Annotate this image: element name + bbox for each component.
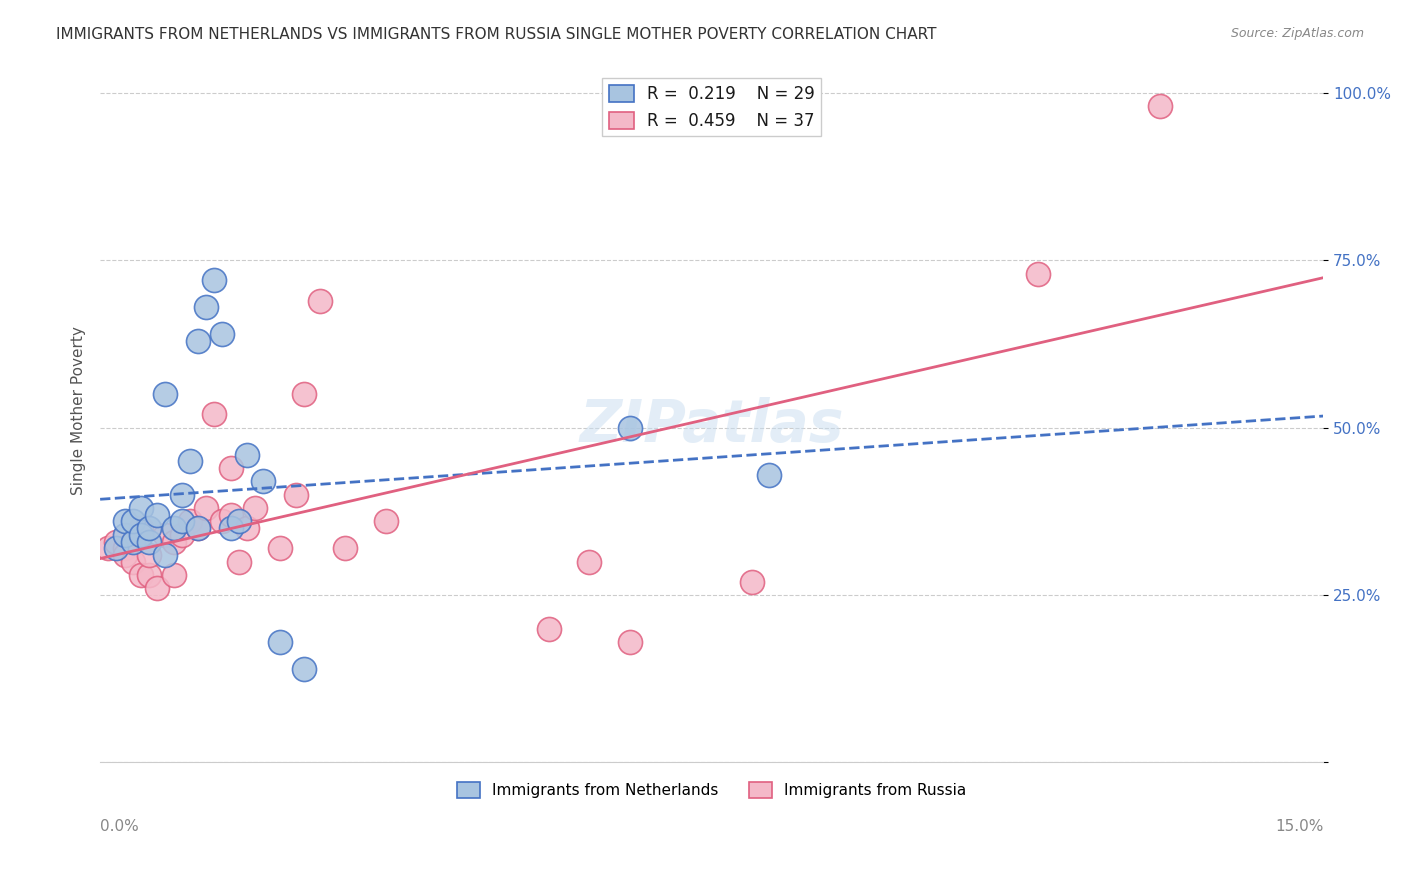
Point bbox=[619, 421, 641, 435]
Point bbox=[187, 334, 209, 348]
Point bbox=[105, 534, 128, 549]
Point bbox=[741, 574, 763, 589]
Point bbox=[105, 541, 128, 556]
Point bbox=[374, 515, 396, 529]
Point bbox=[236, 448, 259, 462]
Point bbox=[138, 568, 160, 582]
Point bbox=[179, 515, 201, 529]
Point bbox=[129, 501, 152, 516]
Text: IMMIGRANTS FROM NETHERLANDS VS IMMIGRANTS FROM RUSSIA SINGLE MOTHER POVERTY CORR: IMMIGRANTS FROM NETHERLANDS VS IMMIGRANT… bbox=[56, 27, 936, 42]
Point bbox=[162, 521, 184, 535]
Point bbox=[1026, 267, 1049, 281]
Point bbox=[138, 521, 160, 535]
Point bbox=[146, 582, 169, 596]
Point bbox=[114, 515, 136, 529]
Point bbox=[1149, 99, 1171, 113]
Point bbox=[758, 467, 780, 482]
Point bbox=[162, 534, 184, 549]
Point bbox=[121, 515, 143, 529]
Legend: Immigrants from Netherlands, Immigrants from Russia: Immigrants from Netherlands, Immigrants … bbox=[451, 776, 973, 804]
Point bbox=[252, 475, 274, 489]
Point bbox=[292, 387, 315, 401]
Point bbox=[292, 662, 315, 676]
Point bbox=[269, 541, 291, 556]
Point bbox=[211, 326, 233, 341]
Text: ZIPatlas: ZIPatlas bbox=[579, 397, 844, 454]
Text: 15.0%: 15.0% bbox=[1275, 819, 1323, 834]
Point bbox=[129, 568, 152, 582]
Point bbox=[146, 508, 169, 522]
Point bbox=[195, 300, 218, 314]
Point bbox=[170, 528, 193, 542]
Point bbox=[219, 461, 242, 475]
Point bbox=[121, 534, 143, 549]
Point bbox=[155, 528, 177, 542]
Point bbox=[121, 555, 143, 569]
Point bbox=[284, 488, 307, 502]
Point bbox=[202, 408, 225, 422]
Point bbox=[202, 273, 225, 287]
Point bbox=[170, 515, 193, 529]
Point bbox=[309, 293, 332, 308]
Point bbox=[187, 521, 209, 535]
Y-axis label: Single Mother Poverty: Single Mother Poverty bbox=[72, 326, 86, 495]
Point bbox=[114, 528, 136, 542]
Point bbox=[129, 521, 152, 535]
Point bbox=[129, 528, 152, 542]
Point bbox=[269, 635, 291, 649]
Point bbox=[537, 622, 560, 636]
Point bbox=[114, 548, 136, 562]
Point bbox=[195, 501, 218, 516]
Point bbox=[179, 454, 201, 468]
Point bbox=[121, 534, 143, 549]
Point bbox=[219, 508, 242, 522]
Point bbox=[187, 521, 209, 535]
Point bbox=[236, 521, 259, 535]
Point bbox=[219, 521, 242, 535]
Point bbox=[619, 635, 641, 649]
Point bbox=[578, 555, 600, 569]
Point bbox=[162, 568, 184, 582]
Point bbox=[228, 555, 250, 569]
Point bbox=[228, 515, 250, 529]
Point bbox=[155, 387, 177, 401]
Point bbox=[170, 488, 193, 502]
Point bbox=[114, 541, 136, 556]
Point bbox=[211, 515, 233, 529]
Point bbox=[97, 541, 120, 556]
Point bbox=[243, 501, 266, 516]
Text: Source: ZipAtlas.com: Source: ZipAtlas.com bbox=[1230, 27, 1364, 40]
Point bbox=[138, 534, 160, 549]
Text: 0.0%: 0.0% bbox=[100, 819, 139, 834]
Point bbox=[155, 548, 177, 562]
Point bbox=[333, 541, 356, 556]
Point bbox=[138, 548, 160, 562]
